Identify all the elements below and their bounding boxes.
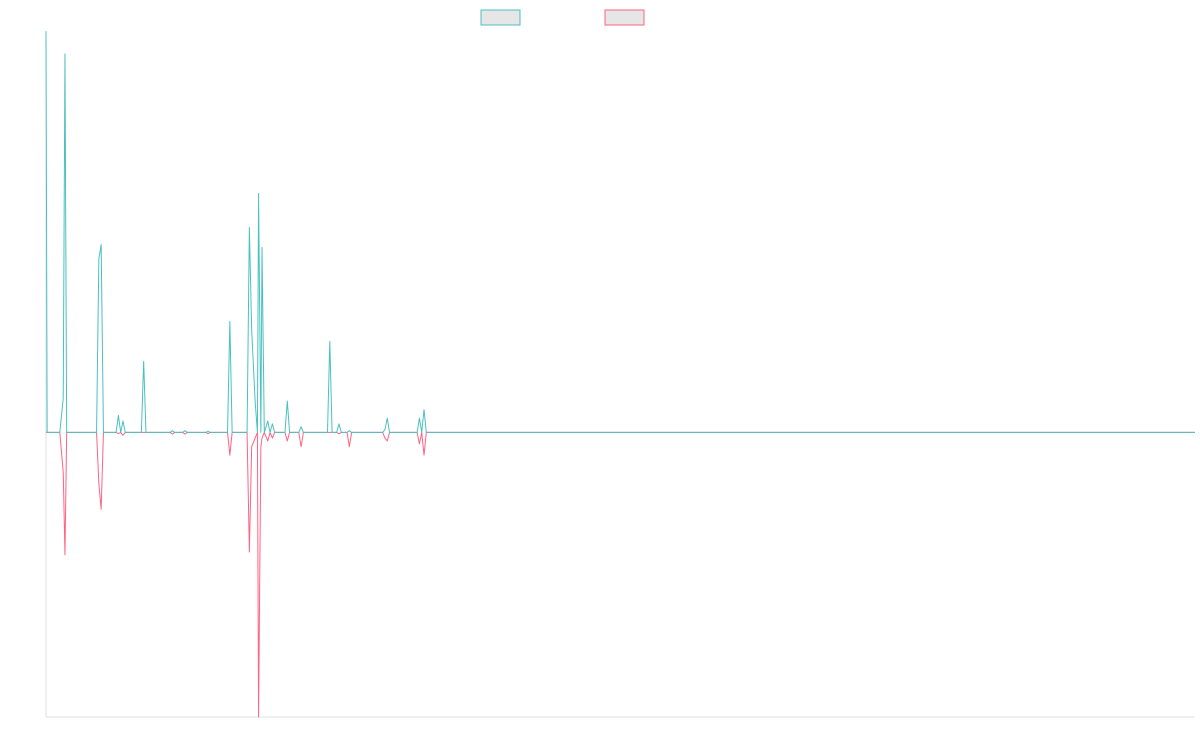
legend[interactable] [480,9,645,26]
axes [45,34,1195,718]
series-line-2 [46,431,1195,718]
legend-swatch-2[interactable] [604,9,645,26]
series-layer [45,31,1195,718]
legend-swatch-1[interactable] [480,9,521,26]
series-line-1 [45,31,1195,433]
